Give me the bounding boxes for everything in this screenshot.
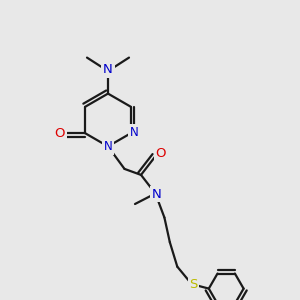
Text: N: N bbox=[130, 126, 139, 139]
Text: O: O bbox=[156, 147, 166, 160]
Text: O: O bbox=[54, 127, 65, 140]
Text: N: N bbox=[152, 188, 161, 201]
Text: N: N bbox=[103, 140, 112, 153]
Text: N: N bbox=[103, 63, 113, 76]
Text: S: S bbox=[189, 278, 198, 291]
